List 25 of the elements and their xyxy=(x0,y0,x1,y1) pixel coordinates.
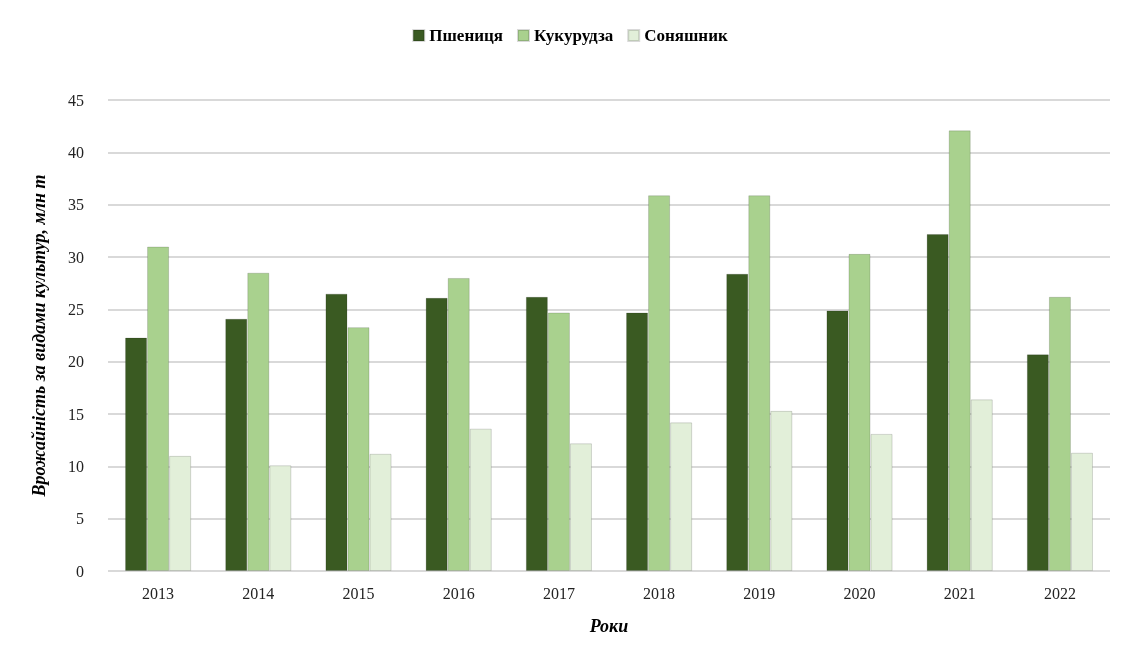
y-tick-label: 35 xyxy=(68,196,84,214)
x-tick-label: 2022 xyxy=(1043,584,1076,602)
y-tick-label: 45 xyxy=(68,91,84,109)
x-tick-label: 2013 xyxy=(142,584,175,602)
x-tick-label: 2014 xyxy=(242,584,275,602)
y-tick-label: 30 xyxy=(68,248,84,266)
y-tick-label: 10 xyxy=(68,457,84,475)
y-tick-label: 40 xyxy=(68,143,84,161)
x-tick-label: 2018 xyxy=(643,584,676,602)
x-tick-label: 2016 xyxy=(442,584,475,602)
x-axis-title: Роки xyxy=(588,616,629,636)
y-tick-label: 25 xyxy=(68,300,84,318)
x-tick-label: 2015 xyxy=(342,584,375,602)
legend-label: Пшениця xyxy=(429,26,503,45)
y-tick-label: 5 xyxy=(76,510,84,528)
x-tick-label: 2019 xyxy=(743,584,776,602)
x-tick-label: 2021 xyxy=(943,584,976,602)
y-tick-label: 20 xyxy=(68,353,84,371)
y-tick-label: 15 xyxy=(68,405,84,423)
y-axis-title: Врожайність за видами культур, млн т xyxy=(29,174,49,498)
y-tick-label: 0 xyxy=(76,562,84,580)
x-tick-label: 2020 xyxy=(843,584,876,602)
legend-label: Кукурудза xyxy=(533,26,614,45)
x-tick-label: 2017 xyxy=(542,584,575,602)
legend-label: Соняшник xyxy=(644,26,728,45)
